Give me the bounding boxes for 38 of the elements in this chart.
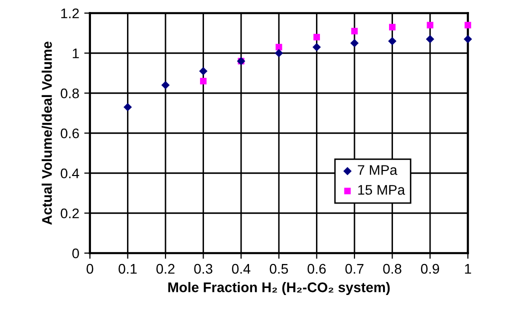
y-tick-label: 0	[72, 248, 79, 258]
point	[389, 24, 396, 30]
x-tick-label: 0.2	[156, 264, 174, 274]
point	[388, 36, 396, 46]
point	[426, 34, 434, 44]
y-tick-label: 0.4	[60, 168, 80, 178]
x-tick-label: 0.9	[420, 264, 440, 274]
point	[464, 34, 472, 44]
point	[464, 22, 472, 28]
y-axis-title: Actual Volume/Ideal Volume	[42, 42, 52, 225]
point	[276, 44, 282, 50]
legend-label: 15 MPa	[358, 185, 406, 195]
point	[199, 66, 208, 76]
point	[161, 80, 170, 90]
x-axis-title: Mole Fraction H₂ (H₂-CO₂ system)	[168, 282, 390, 295]
point	[313, 34, 320, 40]
x-tick-label: 0.4	[232, 264, 250, 274]
point	[200, 78, 207, 84]
y-tick-label: 0.6	[60, 128, 79, 138]
point	[312, 42, 321, 52]
point	[124, 102, 132, 112]
point	[351, 28, 358, 34]
point	[426, 22, 434, 28]
x-tick-label: 0.8	[383, 264, 402, 274]
y-tick-label: 1	[72, 48, 79, 58]
point	[274, 48, 284, 58]
point	[350, 38, 359, 48]
x-tick-label: 1	[465, 264, 472, 274]
x-tick-label: 0.1	[118, 264, 137, 274]
legend-label: 7 MPa	[358, 165, 398, 175]
x-tick-label: 0.7	[345, 264, 364, 274]
y-tick-label: 0.8	[60, 88, 79, 98]
x-tick-label: 0	[86, 264, 94, 274]
x-tick-label: 0.6	[308, 264, 326, 274]
x-tick-label: 0.3	[194, 264, 212, 274]
x-tick-label: 0.5	[270, 264, 288, 274]
y-tick-label: 1.2	[61, 8, 79, 18]
y-tick-label: 0.2	[60, 208, 79, 218]
